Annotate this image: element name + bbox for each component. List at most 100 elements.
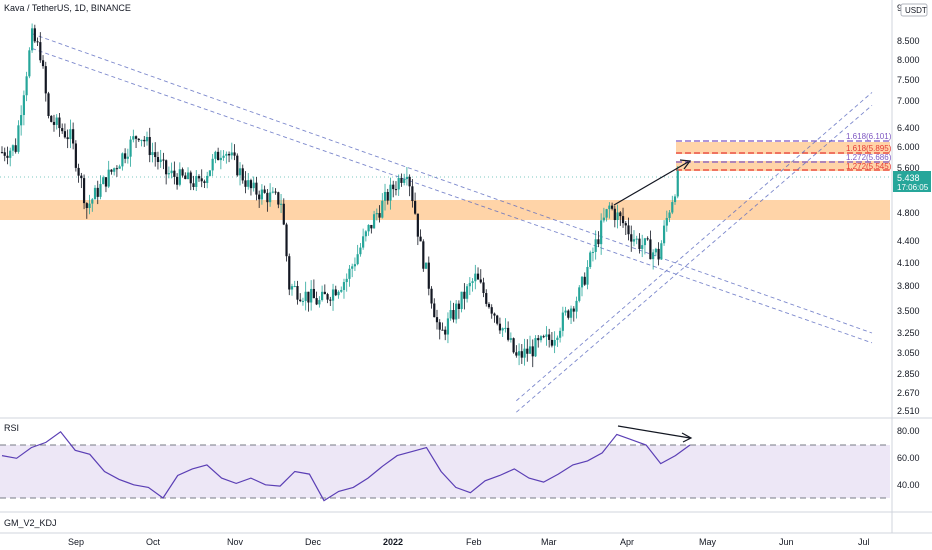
candle xyxy=(539,335,543,343)
price-divergence-arrow[interactable] xyxy=(613,159,692,206)
candle xyxy=(33,24,36,44)
trendline[interactable] xyxy=(516,104,873,413)
candle xyxy=(274,188,277,195)
candle xyxy=(269,183,272,207)
candle xyxy=(85,202,88,219)
candle xyxy=(438,319,441,340)
candle xyxy=(545,326,548,346)
candle xyxy=(482,277,485,298)
candle xyxy=(140,139,143,147)
price-tick: 4.800 xyxy=(897,208,920,218)
candle xyxy=(88,194,91,215)
currency-badge[interactable] xyxy=(900,3,928,17)
kdj-label[interactable]: GM_V2_KDJ xyxy=(4,518,57,528)
price-tick: 3.050 xyxy=(897,348,920,358)
candle xyxy=(507,321,510,342)
candle xyxy=(624,221,627,236)
candle xyxy=(665,210,668,232)
candle xyxy=(162,152,165,170)
candle xyxy=(222,150,225,161)
candle xyxy=(241,164,244,184)
candle xyxy=(657,242,660,266)
candle xyxy=(504,318,507,333)
candle xyxy=(559,327,562,343)
candle xyxy=(107,160,110,189)
candle xyxy=(258,190,261,208)
candle xyxy=(652,249,655,270)
candle xyxy=(548,328,551,348)
candle xyxy=(318,296,321,308)
price-tick: 3.500 xyxy=(897,306,920,316)
candle xyxy=(424,262,428,269)
candle xyxy=(189,170,192,191)
candle xyxy=(82,174,86,210)
candle xyxy=(17,120,20,154)
rsi-band xyxy=(0,445,890,498)
candle xyxy=(556,335,559,347)
candle xyxy=(594,230,597,260)
candle xyxy=(310,280,313,311)
price-tick: 2.670 xyxy=(897,388,920,398)
time-label: Sep xyxy=(68,537,84,547)
candle xyxy=(301,297,305,306)
candle xyxy=(589,250,592,269)
candle xyxy=(397,174,400,196)
candle xyxy=(263,185,266,194)
candle xyxy=(619,211,622,226)
candle xyxy=(662,220,666,246)
time-axis[interactable]: Sep Oct Nov Dec 2022 Feb Mar Apr May Jun… xyxy=(68,537,870,547)
candle xyxy=(304,281,307,311)
candle xyxy=(635,235,638,245)
candle xyxy=(632,230,636,247)
candle xyxy=(668,210,671,223)
candle xyxy=(285,222,288,262)
candle xyxy=(290,283,294,296)
trendline[interactable] xyxy=(31,33,873,334)
candle xyxy=(569,305,573,324)
candle xyxy=(299,293,302,303)
candle xyxy=(501,327,504,337)
candle xyxy=(586,260,589,290)
candle xyxy=(490,304,493,319)
candle xyxy=(575,296,578,319)
price-tick: 9 xyxy=(897,3,902,13)
candle xyxy=(550,332,554,348)
candle xyxy=(137,138,140,143)
price-tick: 3.250 xyxy=(897,328,920,338)
candle xyxy=(208,170,212,177)
price-axis[interactable]: 9 USDT 8.500 8.000 7.500 7.000 6.400 6.0… xyxy=(893,3,931,416)
candle xyxy=(389,177,392,210)
candle xyxy=(236,153,239,177)
candle xyxy=(184,172,187,180)
time-label: Jun xyxy=(779,537,794,547)
candle xyxy=(225,151,228,164)
rsi-divergence-arrow[interactable] xyxy=(617,425,693,443)
candle xyxy=(342,278,346,299)
trendline[interactable] xyxy=(516,92,873,402)
candle xyxy=(641,234,644,258)
trendline[interactable] xyxy=(31,48,873,344)
candle xyxy=(219,150,222,170)
candle xyxy=(405,166,409,186)
candle xyxy=(487,302,491,309)
candle xyxy=(0,146,4,154)
fib-label: 1.618(5.895) xyxy=(846,144,892,153)
candle xyxy=(351,263,354,278)
candle xyxy=(517,343,521,366)
candle xyxy=(654,247,657,256)
rsi-label[interactable]: RSI xyxy=(4,423,19,433)
candle xyxy=(578,285,581,303)
candle xyxy=(340,286,343,293)
candle xyxy=(104,177,108,193)
candle xyxy=(159,149,162,168)
candle xyxy=(61,123,64,134)
candle xyxy=(25,71,28,102)
price-tick: 4.400 xyxy=(897,236,920,246)
candle xyxy=(400,173,403,187)
trendlines[interactable] xyxy=(31,33,873,413)
candle xyxy=(367,224,370,236)
time-label: Nov xyxy=(227,537,244,547)
candle xyxy=(561,306,564,337)
candle xyxy=(381,193,384,219)
